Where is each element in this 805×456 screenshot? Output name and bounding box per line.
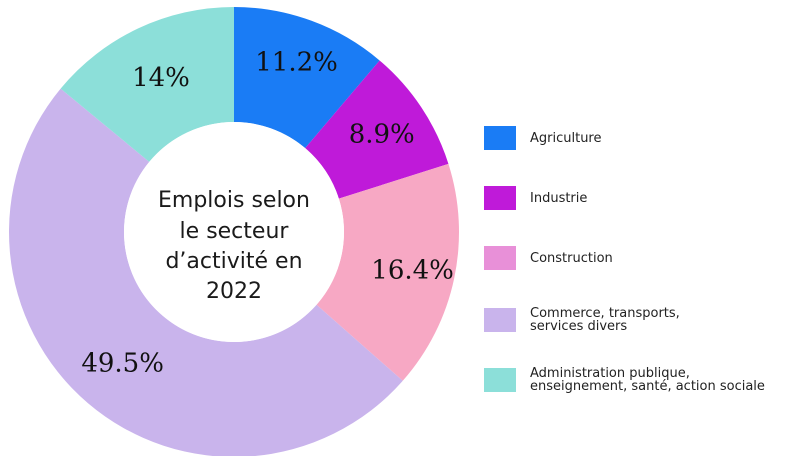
legend-item-construction: Construction bbox=[484, 246, 613, 270]
legend-item-agriculture: Agriculture bbox=[484, 126, 602, 150]
slice-industrie bbox=[305, 60, 449, 199]
legend-label-industrie: Industrie bbox=[530, 190, 588, 206]
legend-swatch-administration bbox=[484, 368, 516, 392]
slice-label-administration: 14% bbox=[132, 63, 190, 93]
legend-label-agriculture: Agriculture bbox=[530, 130, 602, 146]
donut-hole bbox=[124, 122, 344, 342]
slice-label-industrie: 8.9% bbox=[349, 120, 415, 150]
center-title-line-4: 2022 bbox=[206, 279, 262, 304]
legend-item-administration: Administration publique, enseignement, s… bbox=[484, 367, 765, 393]
slice-construction bbox=[316, 163, 459, 381]
donut-chart: 11.2% 8.9% 16.4% 49.5% 14% Emplois selon le … bbox=[9, 7, 459, 456]
center-title-line-2: le secteur bbox=[180, 219, 290, 244]
legend-item-commerce: Commerce, transports, services divers bbox=[484, 307, 680, 333]
slice-administration bbox=[60, 7, 234, 162]
legend-swatch-agriculture bbox=[484, 126, 516, 150]
center-title-line-3: d’activité en bbox=[165, 249, 302, 274]
legend-swatch-construction bbox=[484, 246, 516, 270]
slice-commerce bbox=[9, 88, 403, 456]
center-title-line-1: Emplois selon bbox=[158, 188, 310, 213]
legend-swatch-commerce bbox=[484, 308, 516, 332]
legend-label-commerce: Commerce, transports, services divers bbox=[530, 306, 680, 334]
slice-agriculture bbox=[234, 7, 380, 149]
legend-label-construction: Construction bbox=[530, 250, 613, 266]
slice-label-agriculture: 11.2% bbox=[255, 48, 338, 78]
legend-label-administration: Administration publique, enseignement, s… bbox=[530, 366, 765, 394]
slice-label-commerce: 49.5% bbox=[81, 348, 164, 378]
slice-label-construction: 16.4% bbox=[371, 256, 454, 286]
legend: Agriculture Industrie Construction Comme… bbox=[484, 0, 805, 456]
legend-item-industrie: Industrie bbox=[484, 186, 587, 210]
legend-swatch-industrie bbox=[484, 186, 516, 210]
